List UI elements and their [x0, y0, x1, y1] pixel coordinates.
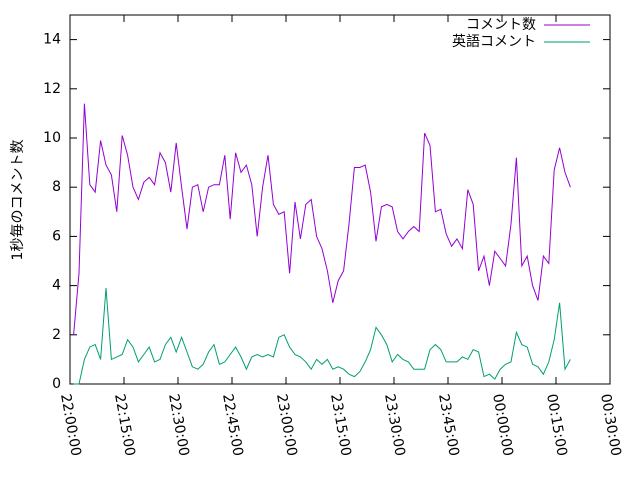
- x-tick-label: 22:00:00: [57, 393, 84, 458]
- x-tick-label: 23:45:00: [435, 393, 462, 458]
- x-tick-label: 23:00:00: [273, 393, 300, 458]
- series-line: [73, 288, 571, 385]
- y-tick-label: 12: [43, 81, 61, 97]
- y-axis-label: 1秒毎のコメント数: [10, 140, 26, 261]
- x-tick-label: 22:30:00: [165, 393, 192, 458]
- y-tick-label: 4: [52, 278, 61, 294]
- x-tick-label: 00:00:00: [489, 393, 516, 458]
- x-tick-label: 23:15:00: [327, 393, 354, 458]
- legend-label: コメント数: [466, 17, 536, 33]
- y-tick-label: 14: [43, 32, 61, 48]
- y-tick-label: 10: [43, 130, 61, 146]
- legend-label: 英語コメント: [452, 33, 536, 50]
- series-line: [73, 103, 571, 335]
- x-tick-label: 00:30:00: [597, 393, 624, 458]
- y-tick-label: 6: [52, 228, 61, 244]
- plot-border: [69, 14, 611, 385]
- y-tick-label: 8: [52, 179, 61, 195]
- y-tick-label: 0: [52, 376, 61, 392]
- x-tick-label: 23:30:00: [381, 393, 408, 458]
- y-tick-label: 2: [52, 327, 61, 343]
- x-tick-label: 22:45:00: [219, 393, 246, 458]
- x-tick-label: 22:15:00: [111, 393, 138, 458]
- x-tick-label: 00:15:00: [543, 393, 570, 458]
